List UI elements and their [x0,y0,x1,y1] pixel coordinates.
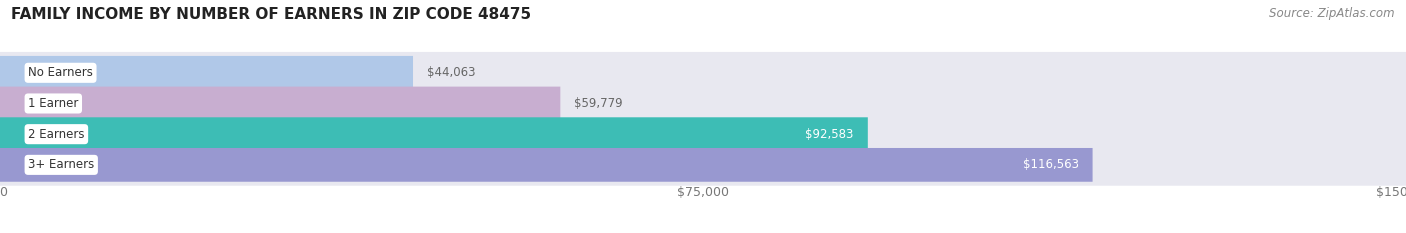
Text: FAMILY INCOME BY NUMBER OF EARNERS IN ZIP CODE 48475: FAMILY INCOME BY NUMBER OF EARNERS IN ZI… [11,7,531,22]
Text: Source: ZipAtlas.com: Source: ZipAtlas.com [1270,7,1395,20]
Text: 1 Earner: 1 Earner [28,97,79,110]
FancyBboxPatch shape [0,83,1406,124]
Text: No Earners: No Earners [28,66,93,79]
FancyBboxPatch shape [0,56,413,90]
Text: 2 Earners: 2 Earners [28,128,84,141]
Text: $116,563: $116,563 [1022,158,1078,171]
FancyBboxPatch shape [0,52,1406,94]
Text: $59,779: $59,779 [575,97,623,110]
Text: 3+ Earners: 3+ Earners [28,158,94,171]
FancyBboxPatch shape [0,117,868,151]
Text: $92,583: $92,583 [806,128,853,141]
FancyBboxPatch shape [0,113,1406,155]
FancyBboxPatch shape [0,144,1406,186]
Text: $44,063: $44,063 [427,66,475,79]
FancyBboxPatch shape [0,148,1092,182]
FancyBboxPatch shape [0,87,561,120]
